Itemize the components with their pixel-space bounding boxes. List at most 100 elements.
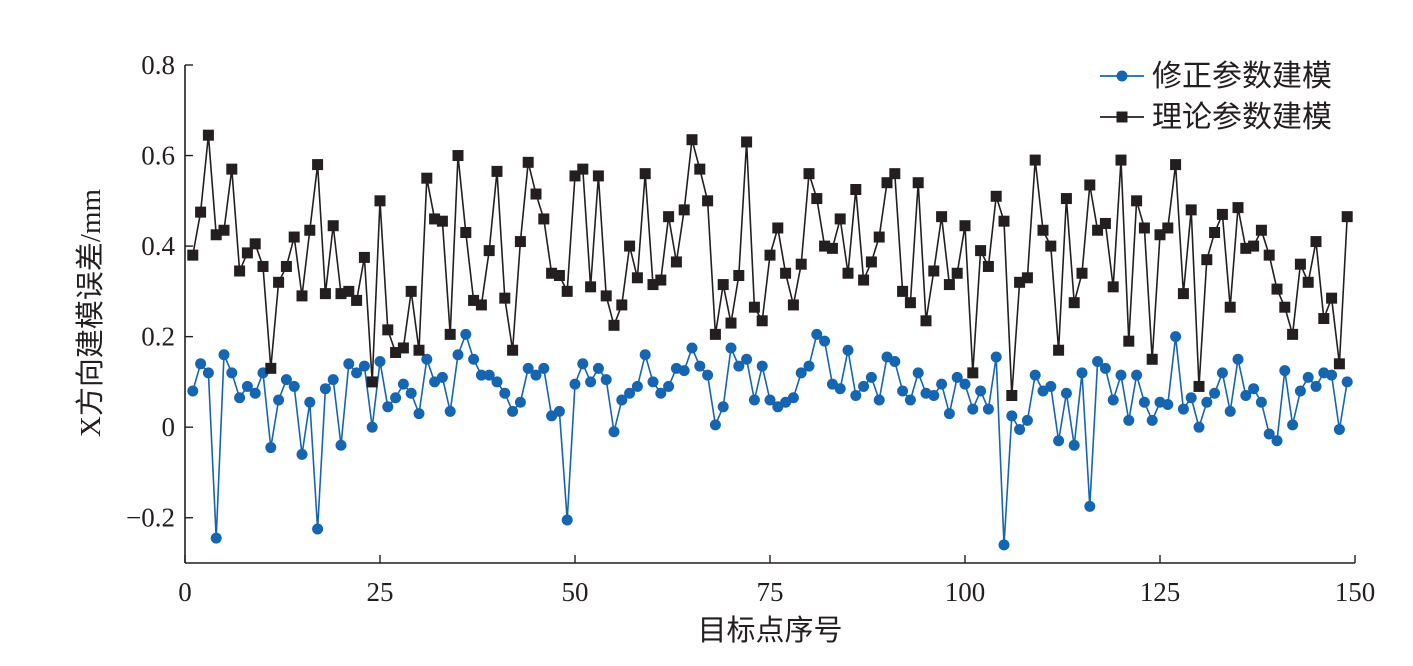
data-point bbox=[234, 265, 246, 277]
data-point bbox=[764, 249, 776, 261]
y-axis-ticks: −0.2 0 0.2 0.4 0.6 0.8 bbox=[126, 50, 193, 533]
data-point bbox=[1138, 396, 1150, 408]
data-point bbox=[702, 195, 714, 207]
data-point bbox=[226, 367, 238, 379]
data-point bbox=[335, 288, 347, 300]
data-point bbox=[1201, 254, 1213, 266]
data-point bbox=[889, 168, 901, 180]
data-point bbox=[351, 367, 363, 379]
data-point bbox=[1193, 421, 1205, 433]
data-point bbox=[483, 369, 495, 381]
data-point bbox=[936, 211, 948, 223]
data-point bbox=[1107, 394, 1119, 406]
data-point bbox=[912, 177, 924, 189]
data-point bbox=[928, 265, 940, 277]
data-point bbox=[1092, 356, 1104, 368]
data-point bbox=[1279, 365, 1291, 377]
data-point bbox=[530, 188, 542, 200]
data-point bbox=[1060, 387, 1072, 399]
data-point bbox=[1045, 380, 1057, 392]
data-point bbox=[522, 156, 534, 168]
data-point bbox=[624, 240, 636, 252]
legend-marker bbox=[1116, 111, 1128, 123]
data-point bbox=[507, 344, 519, 356]
data-point bbox=[1240, 389, 1252, 401]
data-point bbox=[725, 342, 737, 354]
data-point bbox=[803, 168, 815, 180]
legend-label: 理论参数建模 bbox=[1152, 101, 1332, 134]
data-point bbox=[561, 514, 573, 526]
data-point bbox=[1177, 288, 1189, 300]
data-point bbox=[280, 374, 292, 386]
data-point bbox=[553, 270, 565, 282]
data-point bbox=[1209, 227, 1221, 239]
data-point bbox=[1302, 371, 1314, 383]
data-point bbox=[1053, 435, 1065, 447]
data-point bbox=[1115, 154, 1127, 166]
data-point bbox=[990, 351, 1002, 363]
data-point bbox=[319, 288, 331, 300]
data-point bbox=[390, 346, 402, 358]
data-point bbox=[452, 150, 464, 162]
data-point bbox=[218, 224, 230, 236]
data-point bbox=[1193, 380, 1205, 392]
data-point bbox=[1162, 399, 1174, 411]
data-point bbox=[1045, 240, 1057, 252]
data-point bbox=[748, 394, 760, 406]
data-point bbox=[959, 378, 971, 390]
data-point bbox=[1232, 353, 1244, 365]
data-point bbox=[1240, 242, 1252, 254]
series-layer bbox=[187, 129, 1353, 551]
data-point bbox=[1099, 362, 1111, 374]
y-axis-label: X方向建模误差/mm bbox=[74, 189, 107, 438]
y-tick-label: 0.8 bbox=[141, 50, 175, 80]
data-point bbox=[1084, 179, 1096, 191]
data-point bbox=[382, 324, 394, 336]
data-point bbox=[273, 276, 285, 288]
data-point bbox=[600, 374, 612, 386]
data-point bbox=[1216, 208, 1228, 220]
data-point bbox=[195, 206, 207, 218]
data-point bbox=[951, 267, 963, 279]
data-point bbox=[655, 387, 667, 399]
data-point bbox=[366, 421, 378, 433]
data-point bbox=[1029, 369, 1041, 381]
data-point bbox=[249, 387, 261, 399]
data-point bbox=[904, 394, 916, 406]
data-point bbox=[1224, 405, 1236, 417]
data-point bbox=[1255, 224, 1267, 236]
data-point bbox=[998, 539, 1010, 551]
data-point bbox=[280, 260, 292, 272]
data-point bbox=[397, 378, 409, 390]
data-point bbox=[608, 319, 620, 331]
data-point bbox=[694, 163, 706, 175]
data-point bbox=[1014, 423, 1026, 435]
data-point bbox=[288, 231, 300, 243]
data-point bbox=[725, 317, 737, 329]
data-point bbox=[803, 360, 815, 372]
data-point bbox=[1287, 419, 1299, 431]
data-point bbox=[358, 360, 370, 372]
data-point bbox=[842, 344, 854, 356]
data-point bbox=[343, 285, 355, 297]
data-point bbox=[1185, 204, 1197, 216]
data-point bbox=[624, 387, 636, 399]
data-point bbox=[1099, 217, 1111, 229]
data-point bbox=[499, 292, 511, 304]
data-point bbox=[1068, 297, 1080, 309]
data-point bbox=[374, 195, 386, 207]
data-point bbox=[756, 360, 768, 372]
y-tick-label: 0.2 bbox=[141, 322, 175, 352]
data-point bbox=[951, 371, 963, 383]
data-point bbox=[748, 301, 760, 313]
data-point bbox=[436, 215, 448, 227]
data-point bbox=[1185, 392, 1197, 404]
data-point bbox=[1138, 222, 1150, 234]
data-point bbox=[1154, 229, 1166, 241]
data-point bbox=[1263, 428, 1275, 440]
data-point bbox=[413, 344, 425, 356]
data-point bbox=[1326, 369, 1338, 381]
data-point bbox=[592, 362, 604, 374]
data-point bbox=[717, 279, 729, 291]
